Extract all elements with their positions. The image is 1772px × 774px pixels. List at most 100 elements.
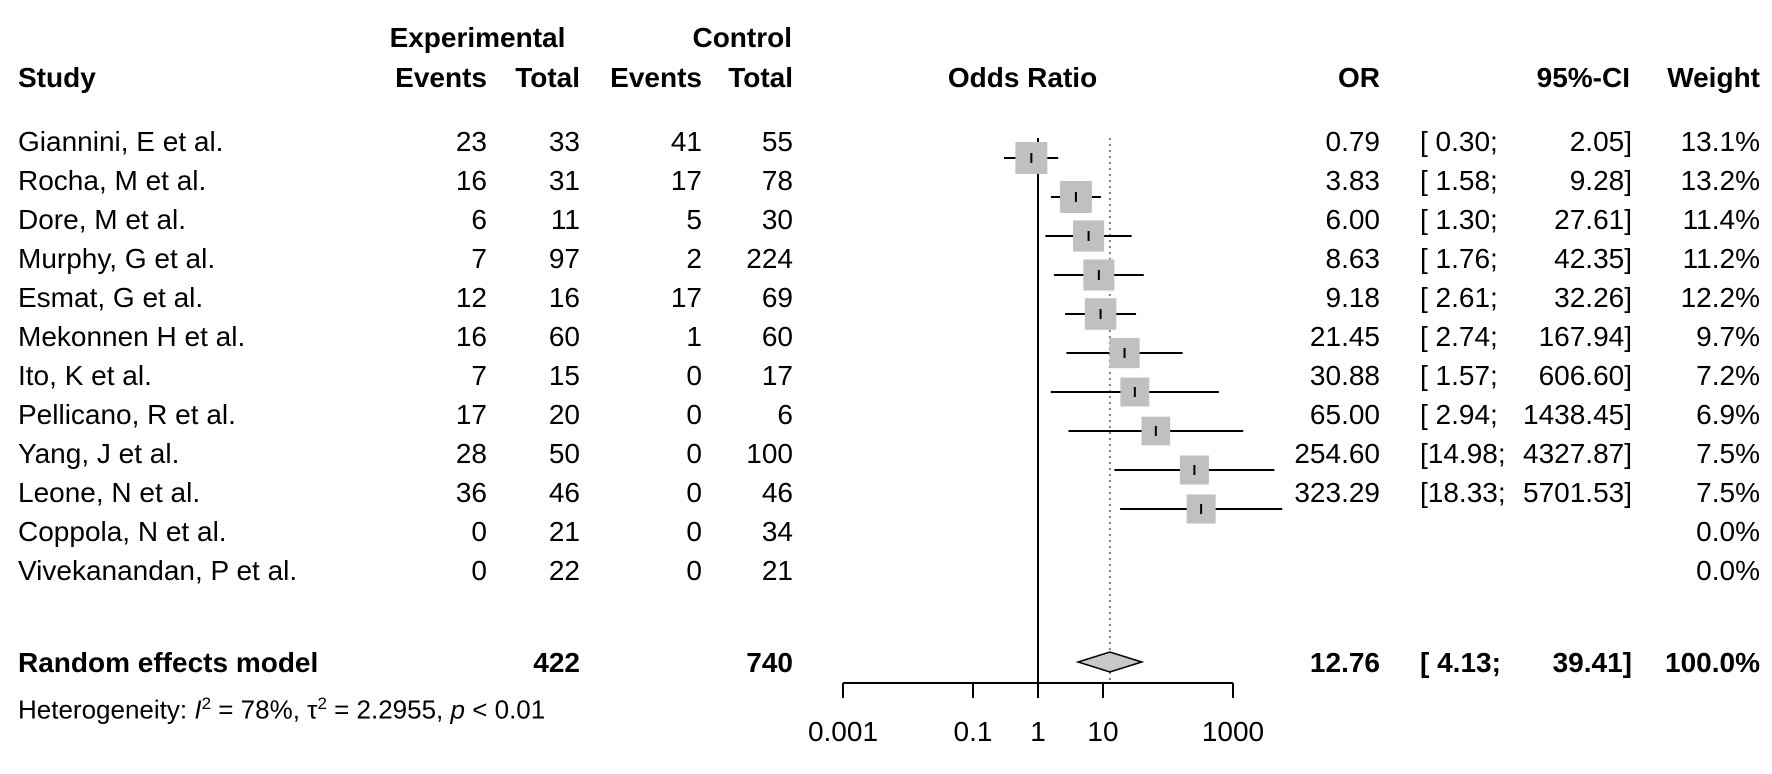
experimental-total: 15 (548, 360, 580, 391)
ci-lower: [ 1.57; (1420, 360, 1498, 391)
experimental-events: 12 (455, 282, 487, 313)
ci-upper: 5701.53] (1523, 477, 1632, 508)
study-name: Yang, J et al. (18, 438, 180, 469)
odds-ratio-value: 9.18 (1325, 282, 1381, 313)
experimental-events: 7 (471, 243, 487, 274)
control-total: 60 (761, 321, 793, 352)
experimental-events-header: Events (395, 62, 487, 93)
weight-value: 7.5% (1696, 438, 1760, 469)
experimental-group-header: Experimental (389, 22, 566, 53)
study-name: Esmat, G et al. (18, 282, 204, 313)
odds-ratio-header: Odds Ratio (947, 62, 1098, 93)
ci-upper: 42.35] (1554, 243, 1632, 274)
study-name: Rocha, M et al. (18, 165, 207, 196)
control-events: 0 (686, 477, 702, 508)
experimental-events: 6 (471, 204, 487, 235)
control-total-header: Total (728, 62, 793, 93)
experimental-events: 0 (471, 555, 487, 586)
summary-experimental-total: 422 (533, 647, 580, 678)
experimental-total: 97 (548, 243, 580, 274)
ci-lower: [ 0.30; (1420, 126, 1498, 157)
weight-value: 7.5% (1696, 477, 1760, 508)
study-name: Dore, M et al. (18, 204, 187, 235)
weight-value: 13.2% (1680, 165, 1760, 196)
ci-upper: 32.26] (1554, 282, 1632, 313)
control-total: 6 (777, 399, 793, 430)
control-group-header: Control (692, 22, 792, 53)
summary-ci-low: [ 4.13; (1420, 647, 1501, 678)
weight-column-header: Weight (1667, 62, 1760, 93)
control-total: 100 (746, 438, 793, 469)
control-events: 5 (686, 204, 702, 235)
control-events: 1 (686, 321, 702, 352)
i2-symbol: I (194, 694, 202, 725)
ci-column-header: 95%-CI (1536, 62, 1630, 93)
experimental-total: 11 (550, 204, 580, 235)
p-value: < 0.01 (464, 694, 546, 725)
weight-value: 0.0% (1696, 516, 1760, 547)
study-name: Pellicano, R et al. (18, 399, 236, 430)
summary-control-total: 740 (746, 647, 793, 678)
experimental-events: 16 (455, 321, 487, 352)
pooled-diamond (1075, 651, 1145, 673)
odds-ratio-value: 30.88 (1309, 360, 1380, 391)
x-tick-label: 1 (1030, 716, 1046, 747)
control-events: 0 (686, 360, 702, 391)
weight-value: 13.1% (1680, 126, 1760, 157)
weight-value: 11.4% (1682, 204, 1760, 235)
odds-ratio-value: 8.63 (1325, 243, 1381, 274)
x-tick-label: 0.1 (954, 716, 993, 747)
odds-ratio-value: 254.60 (1294, 438, 1380, 469)
i2-value: = 78%, (211, 694, 308, 725)
ci-lower: [14.98; (1420, 438, 1506, 469)
control-total: 17 (761, 360, 793, 391)
experimental-total: 46 (548, 477, 580, 508)
control-events: 0 (686, 516, 702, 547)
control-total: 55 (761, 126, 793, 157)
experimental-total: 20 (548, 399, 580, 430)
experimental-events: 7 (471, 360, 487, 391)
summary-or: 12.76 (1309, 647, 1380, 678)
experimental-total: 33 (548, 126, 580, 157)
experimental-total: 60 (548, 321, 580, 352)
weight-value: 7.2% (1696, 360, 1760, 391)
control-total: 78 (761, 165, 793, 196)
control-events: 41 (670, 126, 702, 157)
heterogeneity-text: Heterogeneity: I2 = 78%, τ2 = 2.2955, p … (18, 694, 546, 725)
p-symbol: p (450, 694, 465, 725)
control-total: 69 (761, 282, 793, 313)
experimental-total: 50 (548, 438, 580, 469)
ci-lower: [ 2.61; (1420, 282, 1498, 313)
control-events: 0 (686, 399, 702, 430)
study-column-header: Study (18, 62, 96, 93)
ci-upper: 27.61] (1554, 204, 1632, 235)
experimental-total: 22 (548, 555, 580, 586)
experimental-events: 23 (455, 126, 487, 157)
weight-value: 11.2% (1682, 243, 1760, 274)
ci-upper: 167.94] (1538, 321, 1632, 352)
ci-upper: 4327.87] (1523, 438, 1632, 469)
control-events-header: Events (610, 62, 702, 93)
control-total: 30 (761, 204, 793, 235)
or-column-header: OR (1338, 62, 1380, 93)
x-tick-label: 1000 (1202, 716, 1264, 747)
x-tick-label: 0.001 (808, 716, 878, 747)
study-name: Coppola, N et al. (18, 516, 227, 547)
experimental-total: 16 (548, 282, 580, 313)
ci-lower: [ 2.74; (1420, 321, 1498, 352)
odds-ratio-value: 0.79 (1325, 126, 1381, 157)
weight-value: 0.0% (1696, 555, 1760, 586)
experimental-events: 36 (455, 477, 487, 508)
heterogeneity-prefix: Heterogeneity: (18, 694, 195, 725)
weight-value: 12.2% (1680, 282, 1760, 313)
control-events: 0 (686, 438, 702, 469)
summary-weight: 100.0% (1665, 647, 1760, 678)
ci-lower: [ 1.58; (1420, 165, 1498, 196)
control-total: 224 (746, 243, 793, 274)
experimental-events: 17 (455, 399, 487, 430)
odds-ratio-value: 6.00 (1325, 204, 1381, 235)
ci-lower: [18.33; (1420, 477, 1506, 508)
study-name: Ito, K et al. (18, 360, 152, 391)
ci-upper: 9.28] (1569, 165, 1632, 196)
